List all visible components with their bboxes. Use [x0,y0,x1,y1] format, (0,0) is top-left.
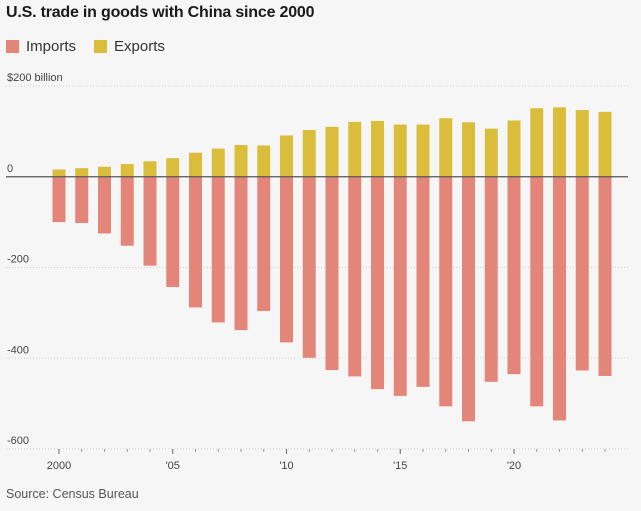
bar-imports-2009 [257,176,271,312]
bar-exports-2001 [75,168,89,177]
y-tick-label: 0 [7,163,13,175]
bar-imports-2006 [189,176,202,308]
bar-imports-2012 [325,176,339,371]
bar-exports-2016 [416,124,430,177]
bar-exports-2024 [598,111,612,177]
bar-imports-2013 [348,176,362,377]
bar-imports-2002 [98,176,111,234]
bar-imports-2020 [507,176,521,375]
bar-imports-2021 [530,176,544,407]
bar-imports-2017 [439,176,453,407]
bar-exports-2012 [325,126,339,177]
bar-imports-2004 [143,176,157,266]
bar-exports-2023 [575,110,589,177]
legend: Imports Exports [6,38,183,55]
x-tick-label: 2000 [47,460,71,472]
bar-exports-2014 [371,120,384,177]
x-tick-label: '10 [279,460,293,472]
bar-exports-2007 [211,148,225,177]
bar-imports-2010 [280,176,293,343]
bar-imports-2019 [484,176,498,382]
bar-exports-2005 [166,158,180,177]
bar-imports-2011 [302,176,316,358]
y-tick-label: -200 [7,254,29,266]
bar-imports-2015 [393,176,407,396]
bar-exports-2008 [234,144,248,177]
bar-exports-2019 [484,128,498,177]
y-tick-label: -600 [7,435,29,447]
bar-imports-2001 [75,176,89,224]
bar-exports-2010 [280,135,293,177]
y-tick-label: $200 billion [7,72,63,84]
bar-exports-2009 [257,145,271,177]
legend-swatch-imports [6,40,19,53]
bar-imports-2000 [52,176,66,223]
bar-exports-2013 [348,121,362,177]
bar-exports-2006 [189,152,202,177]
source-note: Source: Census Bureau [6,487,139,501]
legend-swatch-exports [94,40,108,53]
x-tick-label: '20 [507,460,521,472]
bar-exports-2015 [393,124,407,177]
x-tick-label: '05 [166,460,180,472]
bar-imports-2003 [120,176,134,246]
bar-imports-2023 [575,176,589,371]
bar-imports-2016 [416,176,430,387]
bar-exports-2018 [462,122,475,177]
chart-title: U.S. trade in goods with China since 200… [6,4,315,21]
legend-item-imports: Imports [6,38,76,55]
legend-label-imports: Imports [26,38,77,55]
bar-imports-2005 [166,176,180,288]
bar-exports-2022 [553,107,566,177]
bar-exports-2002 [98,166,111,177]
bar-imports-2022 [553,176,566,421]
bar-exports-2004 [143,161,157,177]
bar-exports-2017 [439,118,453,177]
bar-exports-2020 [507,120,521,177]
bar-exports-2021 [530,108,544,177]
legend-label-exports: Exports [114,38,165,55]
y-tick-label: -400 [7,344,29,356]
bar-imports-2018 [462,176,475,422]
legend-item-exports: Exports [94,38,165,55]
bar-exports-2011 [302,130,316,177]
bar-imports-2008 [234,176,248,331]
x-tick-label: '15 [393,460,407,472]
bar-exports-2000 [52,169,66,177]
bar-exports-2003 [120,164,134,177]
bar-imports-2014 [371,176,384,390]
bar-imports-2007 [211,176,225,323]
bar-imports-2024 [598,176,612,376]
